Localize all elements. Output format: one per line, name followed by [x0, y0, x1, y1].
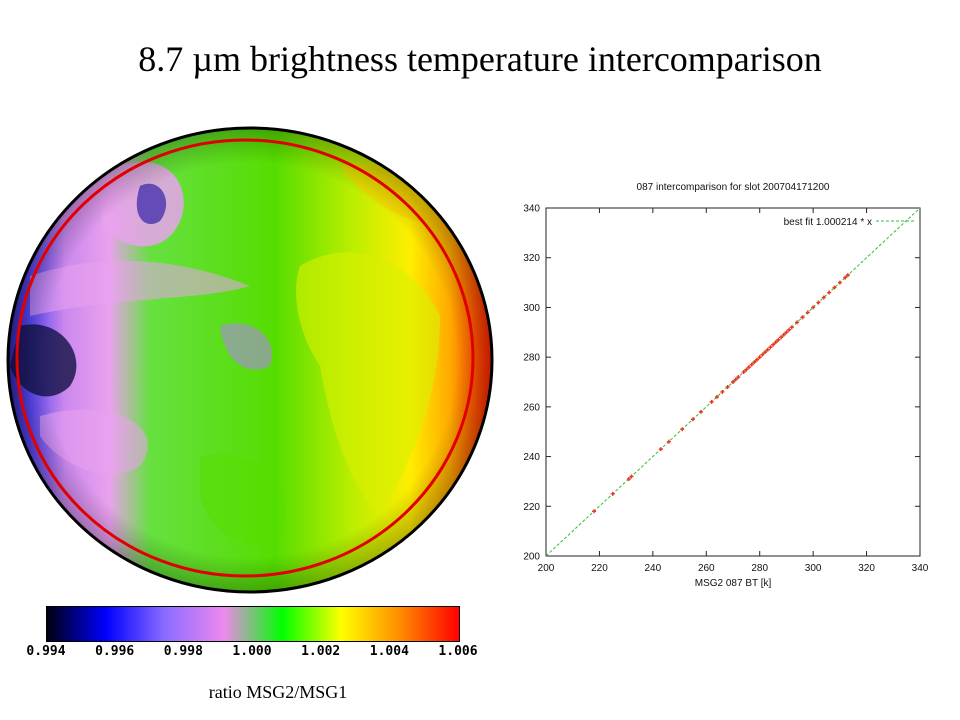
data-point	[725, 384, 730, 389]
data-point	[832, 285, 837, 290]
data-point	[741, 370, 746, 375]
y-tick-label: 340	[523, 204, 540, 215]
disk-outline	[6, 126, 494, 594]
y-tick-label: 240	[523, 452, 540, 463]
scatter-svg: 087 intercomparison for slot 20070417120…	[523, 182, 928, 589]
tick-group: 200 220 240 260 280 300 320 340 200 220 240 260 280 3…	[523, 204, 928, 575]
y-tick-label: 320	[523, 253, 540, 264]
data-point	[787, 327, 792, 332]
y-tick-label: 220	[523, 502, 540, 513]
data-point	[749, 362, 754, 367]
data-point	[816, 300, 821, 305]
scatter-plot: 087 intercomparison for slot 20070417120…	[506, 170, 946, 610]
data-point	[784, 330, 789, 335]
data-point	[690, 417, 695, 422]
y-tick-label: 260	[523, 402, 540, 413]
data-point	[805, 310, 810, 315]
data-point	[821, 295, 826, 300]
x-tick-label: 240	[645, 563, 662, 574]
data-point	[714, 394, 719, 399]
data-point	[629, 474, 634, 479]
data-point	[626, 476, 631, 481]
data-point	[845, 273, 850, 278]
x-tick-label: 280	[751, 563, 768, 574]
colorbar-tick: 1.006	[438, 644, 478, 659]
analysis-region-ring	[15, 138, 475, 578]
data-point	[592, 509, 597, 514]
data-point	[760, 352, 765, 357]
x-tick-label: 220	[591, 563, 608, 574]
data-point	[837, 280, 842, 285]
data-point	[720, 389, 725, 394]
slide-title: 8.7 µm brightness temperature intercompa…	[138, 39, 822, 79]
data-point	[800, 315, 805, 320]
data-point	[747, 365, 752, 370]
colorbar-tick: 1.004	[369, 644, 409, 659]
data-point	[610, 491, 615, 496]
colorbar-caption: ratio MSG2/MSG1	[208, 682, 348, 702]
points-group	[592, 273, 850, 514]
data-point	[731, 380, 735, 384]
x-tick-label: 200	[538, 563, 555, 574]
data-point	[752, 360, 757, 365]
data-point	[773, 340, 778, 345]
y-tick-label: 300	[523, 303, 540, 314]
data-point	[811, 305, 816, 310]
data-point	[781, 332, 786, 337]
data-point	[795, 320, 800, 325]
data-point	[789, 325, 794, 330]
data-point	[757, 355, 762, 360]
x-axis-label: MSG2 087 BT [k]	[695, 578, 772, 589]
disk-svg	[6, 126, 494, 594]
colorbar-ticks: 0.994 0.996 0.998 1.000 1.002 1.004 1.00…	[14, 644, 484, 664]
data-point	[763, 350, 768, 355]
data-point	[666, 439, 671, 444]
x-tick-label: 320	[858, 563, 875, 574]
data-point	[779, 335, 784, 340]
data-point	[771, 342, 776, 347]
x-tick-label: 300	[805, 563, 822, 574]
colorbar	[46, 606, 460, 642]
ratio-disk-map	[0, 126, 500, 610]
colorbar-tick: 0.996	[95, 644, 135, 659]
data-point	[736, 375, 741, 380]
x-tick-label: 260	[698, 563, 715, 574]
data-point	[744, 367, 749, 372]
data-point	[698, 409, 703, 414]
colorbar-tick: 1.000	[232, 644, 272, 659]
data-point	[827, 290, 832, 295]
data-point	[680, 427, 685, 432]
data-point	[765, 347, 770, 352]
legend-label: best fit 1.000214 * x	[784, 217, 872, 228]
x-tick-label: 340	[912, 563, 929, 574]
y-tick-label: 280	[523, 353, 540, 364]
data-point	[755, 357, 760, 362]
chart-title: 087 intercomparison for slot 20070417120…	[637, 182, 830, 193]
data-point	[768, 345, 773, 350]
data-point	[658, 447, 663, 452]
colorbar-tick: 0.998	[163, 644, 203, 659]
data-point	[776, 337, 781, 342]
data-point	[843, 275, 848, 280]
data-point	[709, 399, 714, 404]
colorbar-tick: 0.994	[26, 644, 66, 659]
data-point	[733, 377, 738, 382]
colorbar-tick: 1.002	[301, 644, 341, 659]
y-tick-label: 200	[523, 552, 540, 563]
